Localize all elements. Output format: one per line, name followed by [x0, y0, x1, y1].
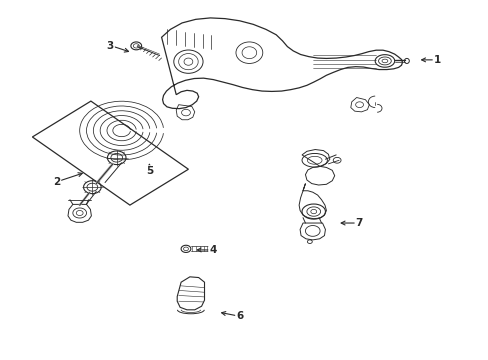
Text: 2: 2 [53, 177, 61, 187]
Text: 5: 5 [145, 166, 153, 176]
Text: 3: 3 [106, 41, 114, 50]
Text: 6: 6 [236, 311, 243, 321]
Text: 4: 4 [209, 245, 216, 255]
Text: 7: 7 [355, 218, 362, 228]
Text: 1: 1 [432, 55, 440, 65]
